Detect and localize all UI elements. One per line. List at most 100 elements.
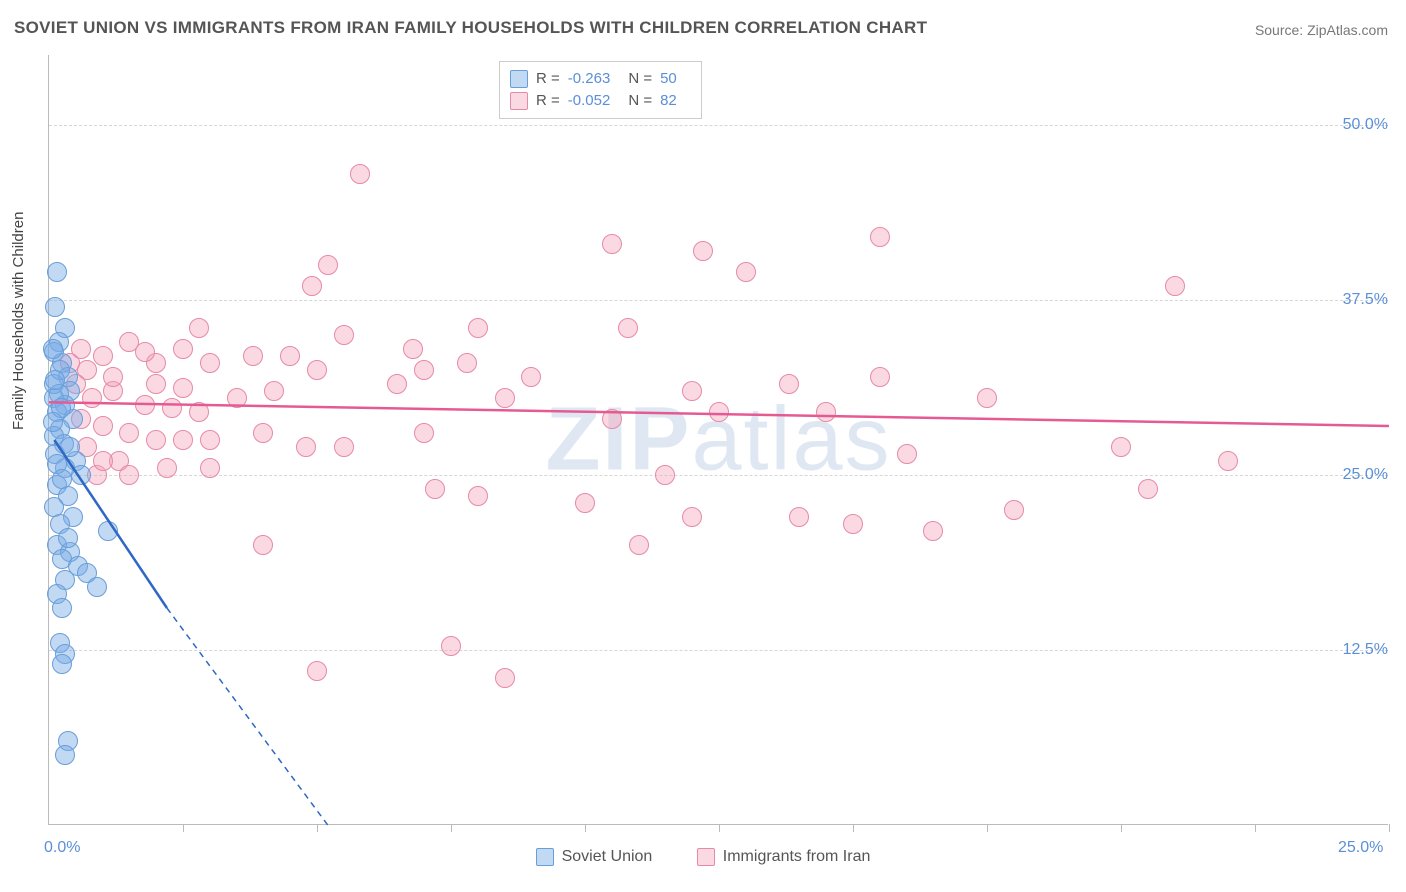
scatter-point (58, 528, 78, 548)
scatter-point (173, 430, 193, 450)
scatter-point (189, 318, 209, 338)
x-tick (719, 824, 720, 832)
scatter-point (189, 402, 209, 422)
y-tick-label: 50.0% (1343, 116, 1388, 134)
plot-area: ZIPatlas R = -0.263 N = 50 R = -0.052 N … (48, 55, 1388, 825)
x-tick (585, 824, 586, 832)
scatter-point (200, 430, 220, 450)
scatter-point (52, 654, 72, 674)
scatter-point (318, 255, 338, 275)
scatter-point (253, 423, 273, 443)
scatter-point (71, 465, 91, 485)
scatter-point (521, 367, 541, 387)
scatter-point (414, 360, 434, 380)
gridline (49, 650, 1388, 651)
scatter-point (146, 374, 166, 394)
legend-item-2: Immigrants from Iran (697, 848, 871, 866)
scatter-point (157, 458, 177, 478)
x-tick (1121, 824, 1122, 832)
scatter-point (200, 353, 220, 373)
scatter-point (682, 507, 702, 527)
scatter-point (146, 430, 166, 450)
scatter-point (162, 398, 182, 418)
scatter-point (200, 458, 220, 478)
scatter-point (655, 465, 675, 485)
n-value-1: 50 (660, 68, 677, 90)
stats-row-2: R = -0.052 N = 82 (510, 90, 687, 112)
x-tick (183, 824, 184, 832)
scatter-point (45, 297, 65, 317)
x-tick (317, 824, 318, 832)
scatter-point (93, 346, 113, 366)
scatter-point (296, 437, 316, 457)
scatter-point (709, 402, 729, 422)
scatter-point (119, 465, 139, 485)
scatter-point (468, 318, 488, 338)
scatter-point (55, 745, 75, 765)
scatter-point (629, 535, 649, 555)
scatter-point (93, 416, 113, 436)
scatter-point (789, 507, 809, 527)
scatter-point (779, 374, 799, 394)
x-tick (451, 824, 452, 832)
stats-row-1: R = -0.263 N = 50 (510, 68, 687, 90)
scatter-point (843, 514, 863, 534)
scatter-point (98, 521, 118, 541)
scatter-point (425, 479, 445, 499)
stats-legend: R = -0.263 N = 50 R = -0.052 N = 82 (499, 61, 702, 119)
x-tick (1255, 824, 1256, 832)
scatter-point (93, 451, 113, 471)
scatter-point (1165, 276, 1185, 296)
scatter-point (618, 318, 638, 338)
legend-label-1: Soviet Union (562, 848, 653, 866)
trend-lines (49, 55, 1388, 824)
scatter-point (119, 423, 139, 443)
x-tick (853, 824, 854, 832)
chart-title: SOVIET UNION VS IMMIGRANTS FROM IRAN FAM… (14, 18, 927, 38)
bottom-legend: Soviet Union Immigrants from Iran (0, 848, 1406, 892)
chart-container: SOVIET UNION VS IMMIGRANTS FROM IRAN FAM… (0, 0, 1406, 892)
scatter-point (816, 402, 836, 422)
y-tick-label: 37.5% (1343, 291, 1388, 309)
scatter-point (264, 381, 284, 401)
x-tick (987, 824, 988, 832)
scatter-point (82, 388, 102, 408)
r-label-2: R = (536, 90, 560, 112)
scatter-point (977, 388, 997, 408)
scatter-point (403, 339, 423, 359)
scatter-point (736, 262, 756, 282)
scatter-point (414, 423, 434, 443)
scatter-point (457, 353, 477, 373)
scatter-point (682, 381, 702, 401)
scatter-point (350, 164, 370, 184)
swatch-series-2 (510, 92, 528, 110)
scatter-point (227, 388, 247, 408)
x-tick (1389, 824, 1390, 832)
r-value-1: -0.263 (568, 68, 611, 90)
y-tick-label: 25.0% (1343, 466, 1388, 484)
scatter-point (897, 444, 917, 464)
y-tick-label: 12.5% (1343, 641, 1388, 659)
scatter-point (1138, 479, 1158, 499)
scatter-point (870, 227, 890, 247)
n-value-2: 82 (660, 90, 677, 112)
trend-line (167, 608, 328, 825)
r-value-2: -0.052 (568, 90, 611, 112)
scatter-point (173, 378, 193, 398)
scatter-point (923, 521, 943, 541)
scatter-point (45, 370, 65, 390)
n-label-1: N = (628, 68, 652, 90)
gridline (49, 475, 1388, 476)
scatter-point (495, 668, 515, 688)
scatter-point (302, 276, 322, 296)
scatter-point (135, 395, 155, 415)
scatter-point (173, 339, 193, 359)
scatter-point (253, 535, 273, 555)
scatter-point (334, 325, 354, 345)
scatter-point (243, 346, 263, 366)
scatter-point (1218, 451, 1238, 471)
source-label: Source: ZipAtlas.com (1255, 22, 1388, 38)
scatter-point (307, 360, 327, 380)
legend-swatch-1 (536, 848, 554, 866)
scatter-point (575, 493, 595, 513)
